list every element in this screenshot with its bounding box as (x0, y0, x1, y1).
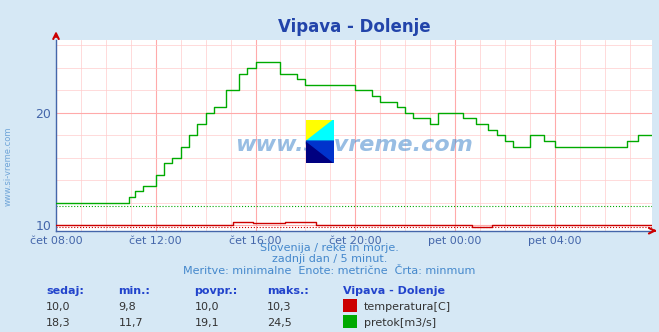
Text: 10,0: 10,0 (194, 302, 219, 312)
Text: 11,7: 11,7 (119, 318, 143, 328)
Text: 10,3: 10,3 (267, 302, 291, 312)
Polygon shape (306, 120, 334, 141)
Text: 19,1: 19,1 (194, 318, 219, 328)
Text: www.si-vreme.com: www.si-vreme.com (3, 126, 13, 206)
Text: 18,3: 18,3 (46, 318, 71, 328)
Text: sedaj:: sedaj: (46, 286, 84, 296)
Text: zadnji dan / 5 minut.: zadnji dan / 5 minut. (272, 254, 387, 264)
Text: povpr.:: povpr.: (194, 286, 238, 296)
Text: 24,5: 24,5 (267, 318, 292, 328)
Text: 9,8: 9,8 (119, 302, 136, 312)
Text: www.si-vreme.com: www.si-vreme.com (235, 135, 473, 155)
Text: 10,0: 10,0 (46, 302, 71, 312)
Text: Slovenija / reke in morje.: Slovenija / reke in morje. (260, 243, 399, 253)
Polygon shape (306, 141, 334, 163)
Polygon shape (306, 120, 334, 141)
Text: Vipava - Dolenje: Vipava - Dolenje (343, 286, 445, 296)
Text: Meritve: minimalne  Enote: metrične  Črta: minmum: Meritve: minimalne Enote: metrične Črta:… (183, 266, 476, 276)
Polygon shape (306, 141, 334, 163)
Text: min.:: min.: (119, 286, 150, 296)
Title: Vipava - Dolenje: Vipava - Dolenje (278, 18, 430, 36)
Text: maks.:: maks.: (267, 286, 308, 296)
Text: temperatura[C]: temperatura[C] (364, 302, 451, 312)
Text: pretok[m3/s]: pretok[m3/s] (364, 318, 436, 328)
